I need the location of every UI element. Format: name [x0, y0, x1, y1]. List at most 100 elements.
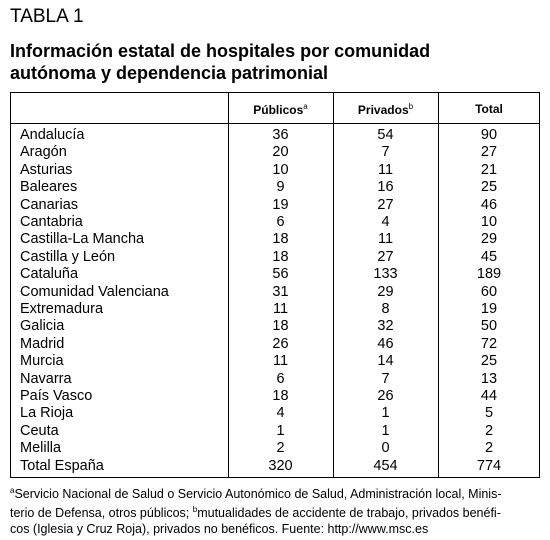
value-cell: 0	[381, 440, 390, 457]
table-row: Navarra 6 7 13	[11, 371, 539, 388]
value-cell: 9	[276, 179, 285, 196]
column-rule	[333, 93, 334, 477]
value-cell: 7	[381, 144, 390, 161]
header-row: Públicosa Privadosb Total	[11, 93, 539, 124]
value-cell: 320	[268, 457, 293, 474]
value-cell: 6	[276, 214, 285, 230]
table-row: Comunidad Valenciana 31 29 60	[11, 284, 539, 301]
value-cell: 27	[377, 196, 394, 213]
region-name: Navarra	[20, 370, 72, 387]
region-name: Castilla y León	[20, 248, 116, 265]
region-name: Asturias	[20, 161, 73, 178]
table-row: Cataluña 56 133 189	[11, 266, 539, 283]
value-cell: 8	[381, 301, 390, 317]
column-rule	[438, 93, 439, 477]
table-row: Madrid 26 46 72	[11, 336, 539, 353]
region-name: La Rioja	[20, 405, 74, 422]
value-cell: 2	[484, 422, 494, 439]
value-cell: 44	[480, 388, 498, 404]
column-header-text: Públicos	[253, 103, 304, 117]
table-label: TABLA 1	[10, 6, 84, 27]
footnote-marker: a	[10, 486, 15, 495]
footnote-marker: b	[192, 505, 198, 515]
value-cell: 18	[272, 248, 289, 265]
region-name: Murcia	[20, 353, 64, 370]
value-cell: 454	[373, 457, 398, 474]
value-cell: 774	[476, 457, 502, 474]
table-row: País Vasco 18 26 44	[11, 388, 539, 405]
table-row: Murcia 11 14 25	[11, 353, 539, 370]
column-header: Total	[438, 102, 540, 116]
value-cell: 46	[377, 335, 394, 352]
column-header-text: Privados	[357, 103, 409, 117]
value-cell: 25	[480, 353, 498, 370]
value-cell: 11	[272, 301, 289, 317]
value-cell: 46	[480, 196, 498, 213]
region-name: Baleares	[20, 179, 78, 196]
value-cell: 20	[272, 144, 289, 161]
value-cell: 21	[480, 161, 498, 178]
table-row: Total España 320 454 774	[11, 458, 539, 475]
region-name: Melilla	[20, 440, 62, 457]
table-row: Castilla-La Mancha 18 11 29	[11, 231, 539, 248]
region-name: Extremadura	[20, 301, 104, 317]
footnote-text: cos (Iglesia y Cruz Roja), privados no b…	[10, 522, 429, 537]
value-cell: 19	[480, 301, 498, 317]
value-cell: 6	[276, 370, 285, 387]
region-name: Canarias	[20, 196, 79, 213]
value-cell: 90	[480, 127, 498, 143]
table-row: Andalucía 36 54 90	[11, 127, 539, 144]
table-row: Aragón 20 7 27	[11, 144, 539, 161]
value-cell: 31	[272, 283, 289, 300]
value-cell: 11	[272, 353, 289, 370]
value-cell: 11	[377, 161, 394, 178]
value-cell: 11	[377, 231, 394, 248]
value-cell: 18	[272, 388, 289, 404]
region-name: Madrid	[20, 335, 65, 352]
value-cell: 1	[381, 422, 390, 439]
value-cell: 27	[480, 144, 498, 161]
value-cell: 1	[276, 422, 285, 439]
region-name: Cantabria	[20, 214, 83, 230]
table-row: Cantabria 6 4 10	[11, 214, 539, 231]
value-cell: 19	[272, 196, 289, 213]
footnote-text: Servicio Nacional de Salud o Servicio Au…	[14, 487, 502, 502]
region-name: Total España	[20, 457, 104, 474]
value-cell: 4	[381, 214, 390, 230]
table-row: Castilla y León 18 27 45	[11, 249, 539, 266]
footnote-line: terio de Defensa, otros públicos; bmutua…	[10, 502, 502, 521]
value-cell: 5	[484, 405, 494, 422]
value-cell: 2	[276, 440, 285, 457]
value-cell: 10	[480, 214, 498, 230]
value-cell: 189	[476, 266, 502, 283]
value-cell: 36	[272, 127, 289, 143]
region-name: Ceuta	[20, 422, 59, 439]
table-row: Baleares 9 16 25	[11, 179, 539, 196]
table-row: Extremadura 11 8 19	[11, 301, 539, 318]
footnote-line: aServicio Nacional de Salud o Servicio A…	[10, 483, 502, 502]
footnote: aServicio Nacional de Salud o Servicio A…	[10, 483, 502, 537]
table-row: La Rioja 4 1 5	[11, 405, 539, 422]
value-cell: 26	[377, 388, 394, 404]
value-cell: 16	[377, 179, 394, 196]
value-cell: 14	[377, 353, 394, 370]
column-header-text: Total	[475, 102, 503, 116]
table-row: Melilla 2 0 2	[11, 440, 539, 457]
region-name: Andalucía	[20, 127, 85, 143]
region-name: Comunidad Valenciana	[20, 283, 169, 300]
region-name: País Vasco	[20, 388, 93, 404]
table-row: Ceuta 1 1 2	[11, 423, 539, 440]
table-row: Canarias 19 27 46	[11, 197, 539, 214]
column-rule	[228, 93, 229, 477]
region-name: Castilla-La Mancha	[20, 231, 145, 248]
footnote-line: cos (Iglesia y Cruz Roja), privados no b…	[10, 521, 502, 537]
value-cell: 10	[272, 161, 289, 178]
value-cell: 1	[381, 405, 390, 422]
table: Públicosa Privadosb Total Andalucía 36 54 90 A…	[10, 92, 540, 478]
value-cell: 32	[377, 318, 394, 335]
value-cell: 60	[480, 283, 498, 300]
footnote-text: terio de Defensa, otros públicos;	[10, 506, 193, 521]
column-header-sup: a	[303, 102, 308, 111]
value-cell: 72	[480, 335, 498, 352]
value-cell: 29	[480, 231, 498, 248]
